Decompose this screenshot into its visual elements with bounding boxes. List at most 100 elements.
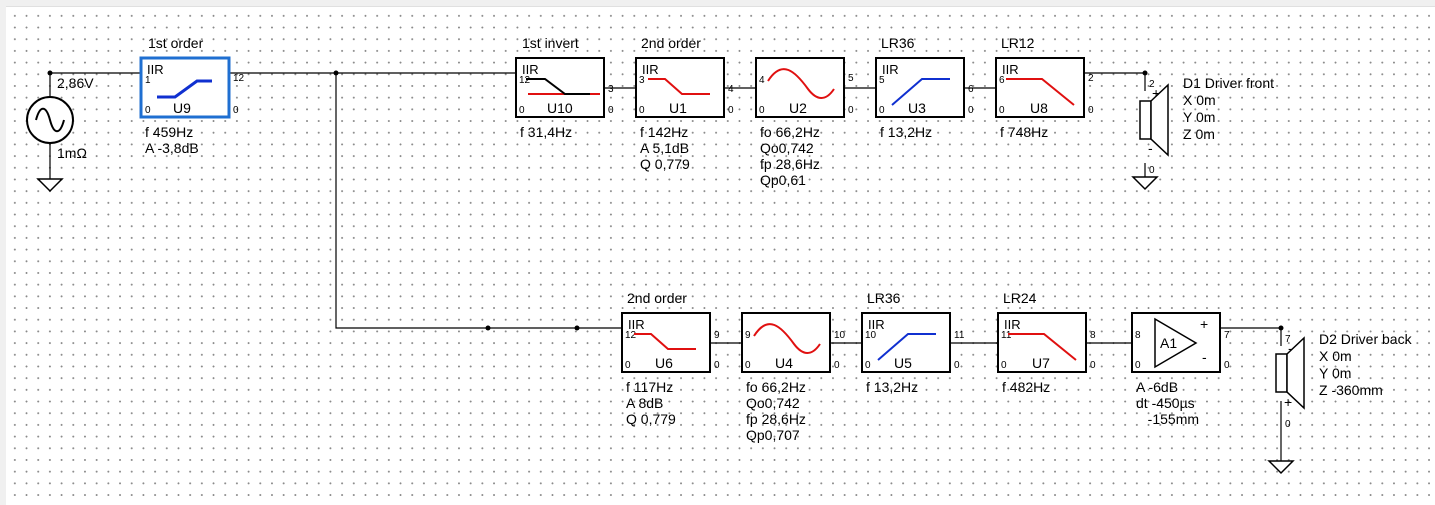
block-u8-pin-in: 6 xyxy=(999,75,1005,86)
block-u6-pin-gnd-l: 0 xyxy=(625,360,631,371)
block-u4-pin-gnd-r: 0 xyxy=(834,360,840,371)
block-u3-pin-in: 5 xyxy=(879,75,885,86)
highpass-curve-icon xyxy=(157,79,212,99)
block-u8-pin-gnd-l: 0 xyxy=(999,105,1005,116)
block-u10-pin-in: 12 xyxy=(519,75,531,86)
driver-d2[interactable]: 7 - + 0 D2 Driver back X 0m Y 0m Z -360m… xyxy=(1275,331,1413,430)
block-u3-param-0: f 13,2Hz xyxy=(880,124,932,140)
amp-param-0: A -6dB xyxy=(1136,379,1178,395)
block-u5[interactable]: LR36 IIR 10 0 11 0 U5 f 13,2Hz xyxy=(861,290,965,395)
driver-d1-coord-z: Z 0m xyxy=(1183,126,1215,142)
block-u9[interactable]: 1st order IIR 1 0 12 0 U9 f 459Hz A -3,8… xyxy=(139,35,245,156)
block-u3-type: IIR xyxy=(882,62,899,77)
block-u9-pin-gnd-l: 0 xyxy=(145,105,151,116)
block-u7[interactable]: LR24 IIR 11 0 8 0 U7 f 482Hz xyxy=(997,290,1096,395)
amp-pin-gnd-r: 0 xyxy=(1224,360,1230,371)
sine-icon xyxy=(35,107,65,133)
block-u9-title: 1st order xyxy=(148,35,204,51)
block-u7-pin-gnd-l: 0 xyxy=(1001,360,1007,371)
block-u2-param-1: Qo0,742 xyxy=(760,140,814,156)
driver-d1-pin-bot: 0 xyxy=(1149,165,1155,176)
amp-pin-in: 8 xyxy=(1135,330,1141,341)
driver-d1-minus: - xyxy=(1148,140,1153,156)
block-u6-param-0: f 117Hz xyxy=(626,379,673,395)
block-u4-pin-gnd-l: 0 xyxy=(745,360,751,371)
block-u1-pin-out: 4 xyxy=(728,84,734,95)
block-u4-name: U4 xyxy=(775,355,793,371)
lowpass-curve-icon xyxy=(648,78,710,95)
block-u6-pin-gnd-r: 0 xyxy=(714,360,720,371)
wires xyxy=(49,72,1282,461)
block-u6-param-2: Q 0,779 xyxy=(626,411,676,427)
block-u3-pin-gnd-l: 0 xyxy=(879,105,885,116)
block-u9-param-1: A -3,8dB xyxy=(145,140,199,156)
lowpass-curve-icon xyxy=(1008,333,1077,361)
driver-d1-title: D1 Driver front xyxy=(1183,75,1274,91)
junction-dots xyxy=(47,70,1284,331)
block-u4-param-2: fp 28,6Hz xyxy=(746,411,806,427)
block-u3-name: U3 xyxy=(908,100,926,116)
block-u3-title: LR36 xyxy=(881,35,915,51)
block-u8-type: IIR xyxy=(1002,62,1019,77)
ground-icon xyxy=(36,178,64,193)
voltage-source[interactable]: 2,86V 1mΩ xyxy=(26,75,94,161)
block-u10-param-0: f 31,4Hz xyxy=(520,124,572,140)
block-u1[interactable]: 2nd order IIR 3 0 4 0 U1 f 142Hz A 5,1dB… xyxy=(635,35,734,172)
block-u2[interactable]: 4 0 5 0 U2 fo 66,2Hz Qo0,742 fp 28,6Hz Q… xyxy=(755,57,854,188)
amp-pin-gnd-l: 0 xyxy=(1135,360,1141,371)
block-u9-type: IIR xyxy=(147,62,164,77)
block-u2-param-0: fo 66,2Hz xyxy=(760,124,820,140)
amplifier-triangle-icon xyxy=(1154,317,1198,369)
schematic-canvas[interactable]: 2,86V 1mΩ 1st order IIR 1 0 12 0 U9 f 45… xyxy=(6,6,1435,505)
block-u1-param-2: Q 0,779 xyxy=(640,156,690,172)
driver-d2-pin-bot: 0 xyxy=(1285,419,1291,430)
block-u6-name: U6 xyxy=(655,355,673,371)
block-u7-pin-gnd-r: 0 xyxy=(1090,360,1096,371)
block-u4-pin-out: 10 xyxy=(834,330,846,341)
amp-param-2: -155mm xyxy=(1136,411,1199,427)
block-u2-pin-gnd-l: 0 xyxy=(759,105,765,116)
block-u5-param-0: f 13,2Hz xyxy=(866,379,918,395)
lowpass-curve-icon xyxy=(526,78,590,95)
block-u6[interactable]: 2nd order IIR 12 0 9 0 U6 f 117Hz A 8dB … xyxy=(621,290,720,427)
block-u4[interactable]: 9 0 10 0 U4 fo 66,2Hz Qo0,742 fp 28,6Hz … xyxy=(741,312,846,443)
block-u5-name: U5 xyxy=(894,355,912,371)
block-u10-title: 1st invert xyxy=(522,35,579,51)
lowpass-curve-icon xyxy=(1006,78,1075,106)
block-u6-pin-in: 12 xyxy=(625,330,637,341)
amplifier-a1[interactable]: 8 0 7 0 A1 + - A -6dB dt -450µs -155mm xyxy=(1131,312,1230,427)
block-u8[interactable]: LR12 IIR 6 0 2 0 U8 f 748Hz xyxy=(995,35,1094,140)
block-u3[interactable]: LR36 IIR 5 0 6 0 U3 f 13,2Hz xyxy=(875,35,974,140)
block-u5-type: IIR xyxy=(868,317,885,332)
driver-d1-coord-x: X 0m xyxy=(1183,92,1216,108)
block-u6-title: 2nd order xyxy=(627,290,687,306)
block-u7-pin-in: 11 xyxy=(1001,330,1012,341)
block-u8-param-0: f 748Hz xyxy=(1000,124,1048,140)
amp-name: A1 xyxy=(1160,335,1177,351)
block-u8-pin-out: 2 xyxy=(1088,73,1094,84)
block-u10-pin-gnd-r: 0 xyxy=(608,105,614,116)
driver-d2-coord-y: Y 0m xyxy=(1319,365,1351,381)
block-u7-pin-out: 8 xyxy=(1090,330,1096,341)
source-resistance: 1mΩ xyxy=(57,145,87,161)
block-u1-name: U1 xyxy=(669,100,687,116)
block-u7-name: U7 xyxy=(1032,355,1050,371)
amp-minus: - xyxy=(1202,349,1207,365)
block-u9-pin-gnd-r: 0 xyxy=(233,105,239,116)
block-u3-pin-gnd-r: 0 xyxy=(968,105,974,116)
block-u10-pin-gnd-l: 0 xyxy=(519,105,525,116)
block-u5-title: LR36 xyxy=(867,290,901,306)
driver-d2-coord-z: Z -360mm xyxy=(1319,382,1383,398)
amp-param-1: dt -450µs xyxy=(1136,395,1195,411)
block-u8-title: LR12 xyxy=(1001,35,1035,51)
block-u2-pin-out: 5 xyxy=(848,73,854,84)
block-u10[interactable]: 1st invert IIR 12 0 3 0 U10 f 31,4Hz xyxy=(515,35,614,140)
block-u3-pin-out: 6 xyxy=(968,84,974,95)
block-u1-pin-gnd-r: 0 xyxy=(728,105,734,116)
block-u1-pin-gnd-l: 0 xyxy=(639,105,645,116)
speaker-icon xyxy=(1286,336,1305,410)
block-u4-param-3: Qp0,707 xyxy=(746,427,800,443)
driver-d1[interactable]: 2 + - 0 D1 Driver front X 0m Y 0m Z 0m xyxy=(1139,75,1274,176)
block-u6-type: IIR xyxy=(628,317,645,332)
driver-d2-plus: + xyxy=(1284,394,1292,410)
